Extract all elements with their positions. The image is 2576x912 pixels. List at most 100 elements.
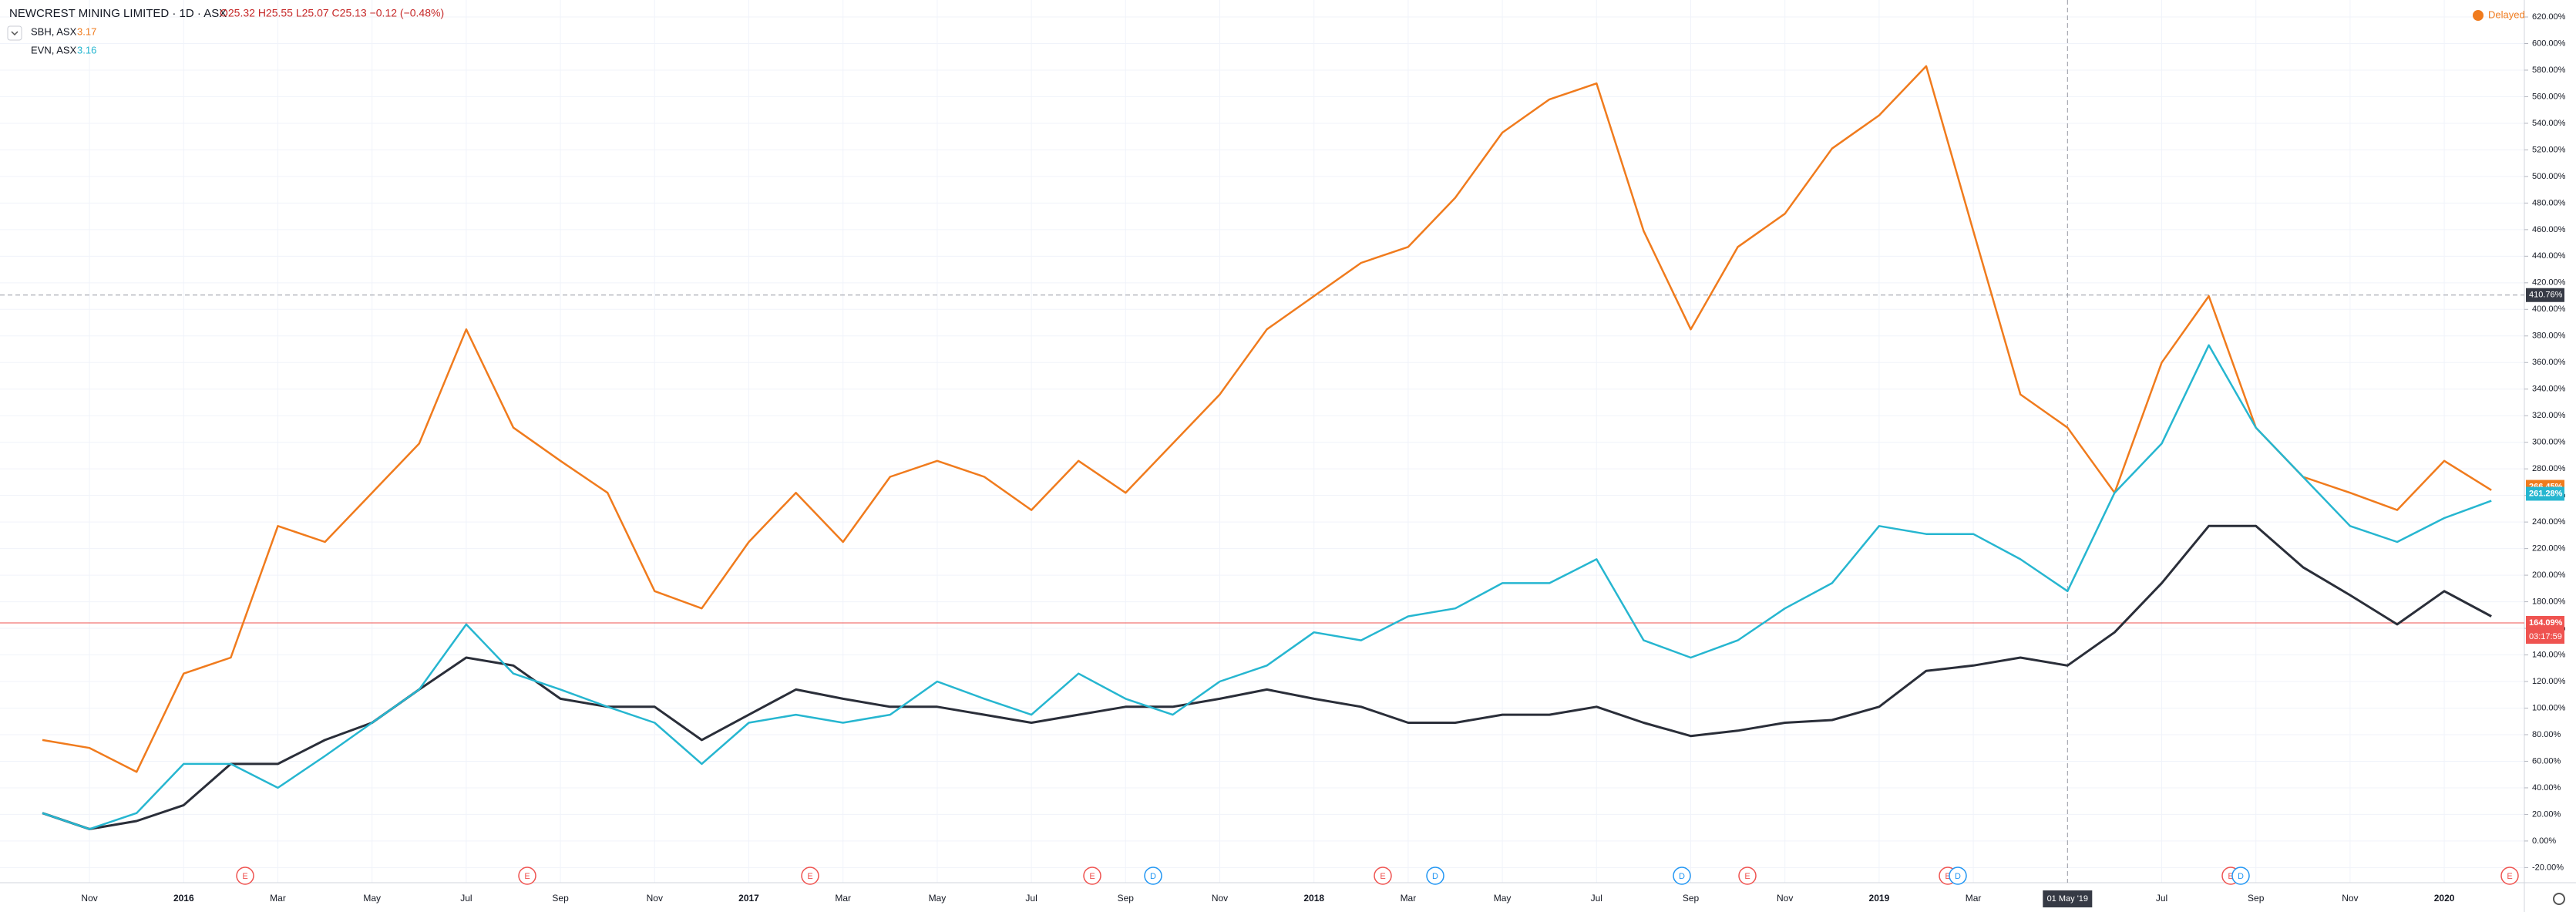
settings-button[interactable] [2553, 893, 2565, 905]
y-tick-label: 120.00% [2532, 677, 2566, 686]
y-tick-label: 400.00% [2532, 305, 2566, 314]
event-marker [801, 867, 819, 885]
y-tick-label: 20.00% [2532, 809, 2561, 819]
legend-value: 3.16 [77, 44, 96, 56]
event-marker [518, 867, 536, 885]
x-tick-label: 2020 [2434, 893, 2455, 904]
event-label: E [524, 872, 530, 881]
series-line [42, 65, 2492, 773]
event-label: D [1955, 872, 1961, 881]
y-tick-label: 500.00% [2532, 172, 2566, 181]
x-tick-label: May [1494, 893, 1512, 904]
event-label: E [807, 872, 812, 881]
legend-value: 3.17 [77, 25, 96, 37]
y-tick-label: 0.00% [2532, 836, 2556, 846]
event-marker [1426, 867, 1444, 885]
y-tick-label: 140.00% [2532, 650, 2566, 659]
y-tick-label: 80.00% [2532, 730, 2561, 739]
x-tick-label: Nov [647, 893, 663, 904]
y-tick-label: 320.00% [2532, 411, 2566, 420]
x-tick-label: 2018 [1303, 893, 1324, 904]
x-tick-label: 2016 [173, 893, 194, 904]
x-tick-label: Jul [1591, 893, 1602, 904]
y-tick-label: 300.00% [2532, 438, 2566, 447]
event-label: E [2507, 872, 2512, 881]
event-label: E [1380, 872, 1385, 881]
event-label: E [1744, 872, 1750, 881]
status: Delayed [2488, 8, 2525, 20]
countdown-tag [2526, 630, 2564, 644]
y-tick-label: 60.00% [2532, 756, 2561, 766]
event-label: E [2228, 872, 2233, 881]
y-tick-label: 440.00% [2532, 251, 2566, 261]
y-tick-label: 240.00% [2532, 517, 2566, 527]
y-tick-label: 460.00% [2532, 225, 2566, 234]
collapse-icon [11, 31, 18, 36]
event-label: D [1432, 872, 1438, 881]
y-tick-label: 280.00% [2532, 464, 2566, 473]
x-tick-label: Nov [2342, 893, 2358, 904]
x-tick-label: Sep [1683, 893, 1700, 904]
y-tick-label: 340.00% [2532, 385, 2566, 394]
legend-name: EVN, ASX [31, 44, 77, 56]
y-tick-label: 220.00% [2532, 544, 2566, 554]
x-tick-label: May [929, 893, 947, 904]
ohlc: O25.32 H25.55 L25.07 C25.13 −0.12 (−0.48… [220, 7, 444, 19]
event-label: E [1945, 872, 1950, 881]
x-tick-label: Nov [1212, 893, 1228, 904]
event-label: D [2238, 872, 2244, 881]
y-tick-label: 40.00% [2532, 783, 2561, 793]
countdown-label: 03:17:59 [2529, 632, 2562, 641]
x-tick-label: Jul [2156, 893, 2167, 904]
price-tag-label: 164.09% [2529, 618, 2563, 628]
x-tick-label: Sep [2248, 893, 2265, 904]
series-line [42, 524, 2492, 830]
event-marker [2500, 867, 2519, 885]
event-label: D [1150, 872, 1156, 881]
y-tick-label: 360.00% [2532, 358, 2566, 367]
x-tick-label: Mar [1966, 893, 1982, 904]
x-tick-label: Mar [270, 893, 286, 904]
x-tick-label: 2017 [738, 893, 759, 904]
event-marker [1738, 867, 1757, 885]
x-tick-label: Mar [1401, 893, 1417, 904]
y-tick-label: 100.00% [2532, 703, 2566, 712]
y-tick-label: 420.00% [2532, 278, 2566, 288]
event-label: E [1089, 872, 1095, 881]
x-tick-label: Sep [1118, 893, 1135, 904]
event-label: D [1679, 872, 1685, 881]
price-tag-label: 261.28% [2529, 489, 2563, 498]
crosshair-y-label: 410.76% [2529, 291, 2563, 300]
y-tick-label: 620.00% [2532, 12, 2566, 22]
y-tick-label: 540.00% [2532, 119, 2566, 128]
symbol-title: NEWCREST MINING LIMITED · 1D · ASX [9, 7, 227, 20]
collapse-button[interactable] [7, 25, 22, 41]
x-tick-label: 2019 [1869, 893, 1890, 904]
event-marker [1083, 867, 1101, 885]
crosshair-y-tag [2526, 288, 2564, 302]
crosshair-x-label: 01 May '19 [2047, 894, 2088, 904]
legend-name: SBH, ASX [31, 25, 77, 37]
price-tag [2526, 616, 2564, 631]
event-marker [1144, 867, 1162, 885]
event-label: E [242, 872, 247, 881]
event-marker [236, 867, 254, 885]
y-tick-label: 180.00% [2532, 597, 2566, 606]
x-tick-label: Nov [1777, 893, 1793, 904]
x-tick-label: Jul [460, 893, 472, 904]
status-dot [2473, 10, 2484, 21]
x-tick-label: Sep [552, 893, 569, 904]
y-tick-label: 480.00% [2532, 198, 2566, 207]
event-marker [1374, 867, 1392, 885]
x-tick-label: Jul [1025, 893, 1037, 904]
y-tick-label: 600.00% [2532, 39, 2566, 48]
x-tick-label: Mar [835, 893, 851, 904]
y-tick-label: 580.00% [2532, 66, 2566, 75]
event-marker [1949, 867, 1967, 885]
x-tick-label: Nov [81, 893, 97, 904]
y-tick-label: -20.00% [2532, 863, 2564, 872]
y-tick-label: 560.00% [2532, 92, 2566, 101]
series-line [42, 344, 2492, 830]
